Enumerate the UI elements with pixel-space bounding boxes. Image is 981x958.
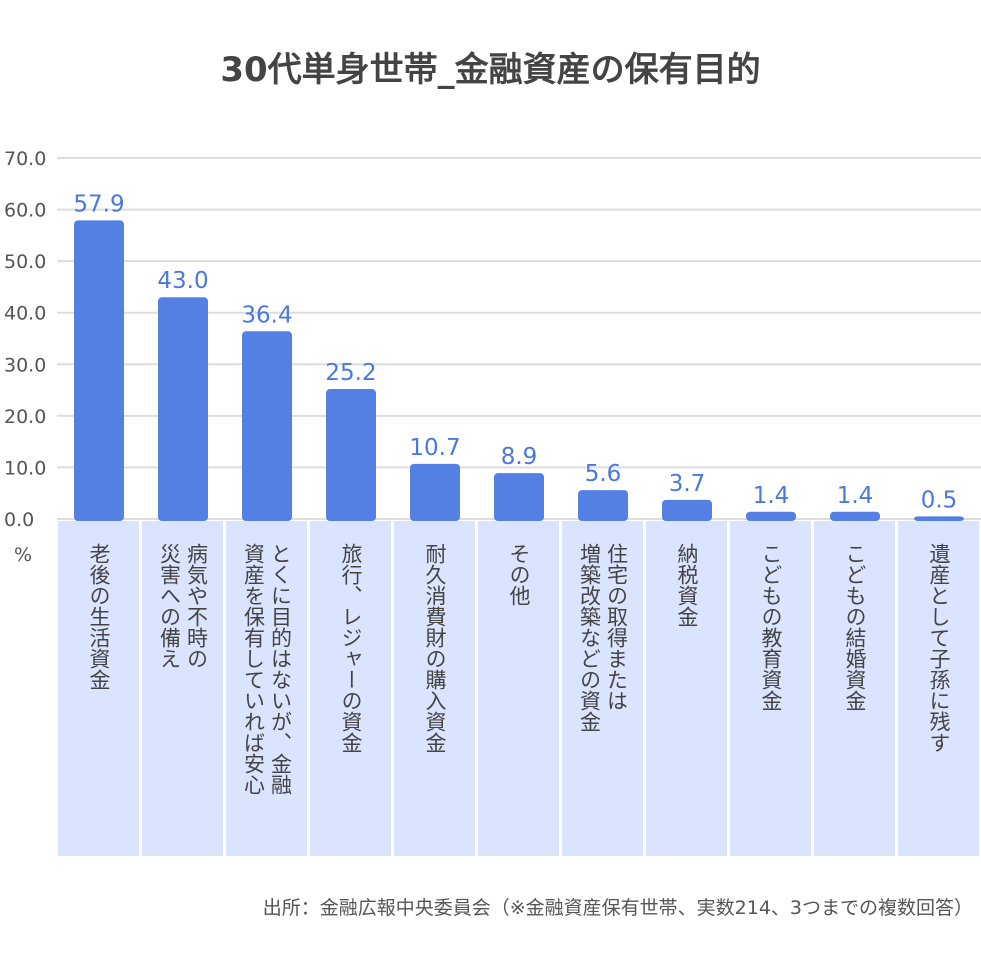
bar (74, 220, 124, 521)
bar (578, 490, 628, 521)
data-label: 8.9 (501, 444, 538, 470)
data-label: 36.4 (241, 302, 292, 328)
data-label: 5.6 (585, 461, 622, 487)
x-tick-label: 納税資金 (675, 543, 699, 627)
y-tick-label: 70.0 (4, 148, 46, 170)
category-label-panel (646, 521, 727, 856)
category-label-panel (226, 521, 307, 856)
category-label-panel (394, 521, 475, 856)
category-label-panel (58, 521, 139, 856)
x-tick-label: 増築改築などの資金 (578, 543, 602, 732)
y-tick-label: 50.0 (4, 251, 46, 273)
y-tick-label: 20.0 (4, 406, 46, 428)
y-tick-label: 0.0 (4, 509, 34, 531)
x-tick-label: こどもの教育資金 (759, 543, 783, 711)
x-tick-label: 耐久消費財の購入資金 (423, 543, 447, 753)
x-tick-label: 資産を保有していれば安心 (242, 543, 266, 795)
y-tick-label: 40.0 (4, 303, 46, 325)
x-tick-label: 旅行、レジャーの資金 (339, 543, 363, 753)
bar (662, 499, 712, 521)
source-note: 出所：金融広報中央委員会（※金融資産保有世帯、実数214、3つまでの複数回答） (262, 897, 973, 919)
data-label: 10.7 (409, 435, 460, 461)
x-tick-label: 病気や不時の (185, 543, 209, 669)
category-label-panel (730, 521, 811, 856)
data-label: 43.0 (157, 268, 208, 294)
x-tick-label: 災害への備え (158, 543, 182, 669)
category-label-panel (142, 521, 223, 856)
data-label: 1.4 (837, 483, 874, 509)
x-tick-label: 老後の生活資金 (87, 543, 111, 690)
x-tick-label: その他 (507, 543, 531, 606)
category-label-panel (310, 521, 391, 856)
x-tick-label: 住宅の取得または (605, 543, 629, 711)
bar (494, 473, 544, 521)
category-label-panel (562, 521, 643, 856)
bar (326, 389, 376, 521)
data-label: 1.4 (753, 483, 790, 509)
data-label: 0.5 (921, 487, 958, 513)
category-label-panel (478, 521, 559, 856)
bar (914, 516, 964, 521)
bar (746, 511, 796, 521)
y-axis-unit: % (14, 544, 33, 566)
category-label-panel (814, 521, 895, 856)
bar (410, 463, 460, 521)
data-label: 57.9 (73, 191, 124, 217)
x-tick-label: こどもの結婚資金 (843, 543, 867, 711)
y-tick-label: 60.0 (4, 200, 46, 222)
bar (830, 511, 880, 521)
x-tick-label: 遺産として子孫に残す (927, 543, 951, 753)
bar (242, 331, 292, 521)
y-tick-label: 30.0 (4, 354, 46, 376)
y-tick-label: 10.0 (4, 457, 46, 479)
chart-title: 30代単身世帯_金融資産の保有目的 (220, 50, 761, 90)
category-label-panel (898, 521, 979, 856)
data-label: 25.2 (325, 360, 376, 386)
x-tick-label: とくに目的はないが、金融 (269, 543, 293, 795)
data-label: 3.7 (669, 471, 706, 497)
bar (158, 297, 208, 521)
